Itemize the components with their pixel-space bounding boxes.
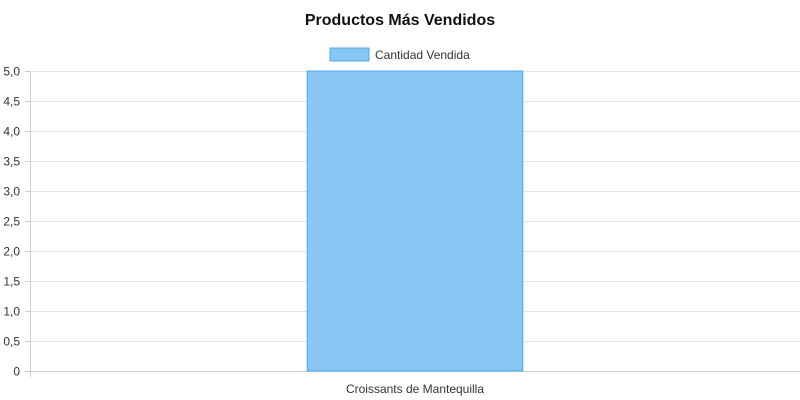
y-tick-label: 0: [13, 365, 20, 379]
bar[interactable]: [306, 70, 524, 372]
y-tick-label: 2,5: [3, 215, 20, 229]
y-tick-label: 3,5: [3, 155, 20, 169]
y-tick-label: 4,0: [3, 125, 20, 139]
x-axis-categories: Croissants de Mantequilla: [346, 382, 484, 396]
legend-swatch: [329, 47, 370, 62]
chart-title: Productos Más Vendidos: [305, 12, 495, 29]
bars: [306, 70, 524, 372]
x-category-label: Croissants de Mantequilla: [346, 382, 484, 396]
y-tick-label: 4,5: [3, 95, 20, 109]
y-tick-label: 3,0: [3, 185, 20, 199]
y-axis-ticks: 0 0,5 1,0 1,5 2,0 2,5 3,0 3,5 4,0 4,5 5,0: [3, 65, 20, 379]
y-tick-label: 5,0: [3, 65, 20, 79]
legend-label: Cantidad Vendida: [375, 48, 470, 62]
y-tick-label: 0,5: [3, 335, 20, 349]
legend[interactable]: Cantidad Vendida: [329, 47, 470, 62]
y-tick-label: 2,0: [3, 245, 20, 259]
y-tick-label: 1,5: [3, 275, 20, 289]
y-tick-label: 1,0: [3, 305, 20, 319]
